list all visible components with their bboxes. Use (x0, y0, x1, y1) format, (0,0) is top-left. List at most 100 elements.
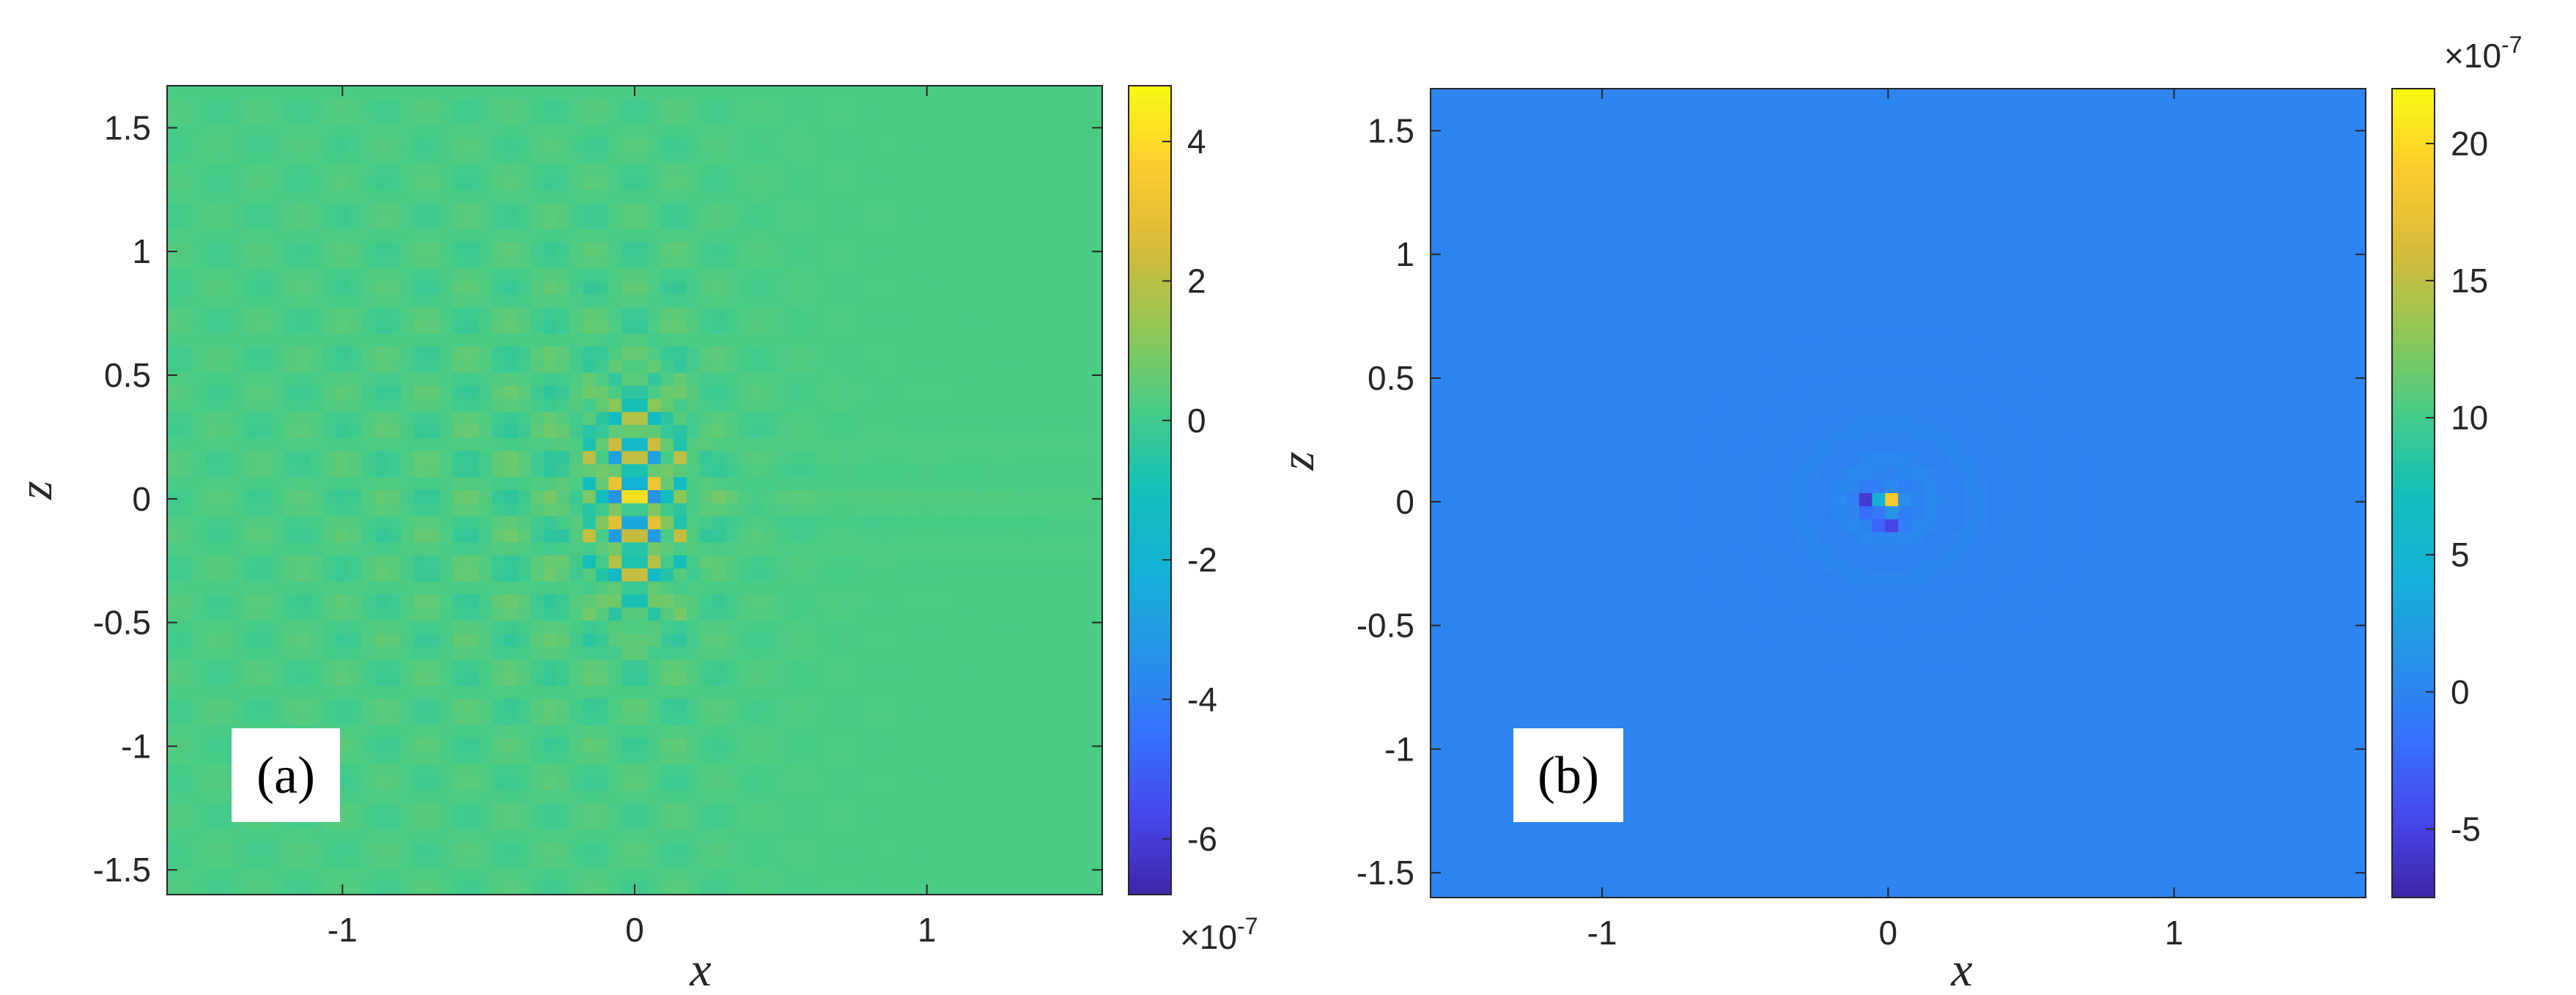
heatmap-cell (907, 399, 921, 413)
heatmap-cell (699, 98, 713, 113)
heatmap-cell (686, 725, 701, 739)
heatmap-cell (452, 437, 467, 452)
heatmap-cell (374, 803, 388, 817)
heatmap-cell (608, 490, 622, 504)
heatmap-cell (1024, 490, 1038, 504)
heatmap-cell (349, 581, 363, 596)
heatmap-cell (180, 98, 194, 113)
colorbar-exponent-power-a: -7 (1237, 913, 1258, 939)
heatmap-cell (374, 255, 388, 269)
colorbar-swatch (1129, 672, 1171, 680)
heatmap-cell (297, 163, 311, 178)
heatmap-cell (349, 203, 363, 217)
heatmap-cell (517, 803, 531, 817)
heatmap-cell (673, 424, 687, 439)
heatmap-cell (1050, 751, 1064, 765)
colorbar-swatch (1129, 887, 1171, 895)
heatmap-cell (933, 320, 947, 334)
colorbar-swatch (1129, 726, 1171, 733)
heatmap-cell (738, 763, 753, 778)
heatmap-cell (413, 803, 428, 817)
heatmap-cell (569, 138, 583, 152)
heatmap-cell (504, 855, 519, 869)
heatmap-cell (790, 86, 804, 100)
heatmap-cell (218, 98, 233, 113)
heatmap-cell (336, 711, 350, 726)
heatmap-cell (504, 659, 519, 673)
heatmap-cell (1495, 127, 1509, 141)
heatmap-cell (206, 763, 220, 778)
heatmap-cell (556, 437, 570, 452)
heatmap-cell (647, 281, 662, 295)
heatmap-cell (517, 711, 531, 726)
heatmap-cell (206, 711, 220, 726)
heatmap-cell (504, 111, 519, 126)
heatmap-cell (1443, 297, 1458, 311)
heatmap-cell (297, 86, 311, 100)
heatmap-cell (531, 777, 545, 791)
heatmap-cell (972, 673, 986, 687)
heatmap-cell (1037, 777, 1051, 791)
heatmap-cell (608, 777, 622, 791)
heatmap-cell (855, 451, 869, 465)
heatmap-cell (621, 633, 635, 648)
heatmap-cell (1495, 154, 1509, 168)
heatmap-cell (1443, 636, 1458, 651)
heatmap-cell (660, 686, 674, 700)
heatmap-cell (361, 633, 376, 648)
heatmap-cell (1482, 741, 1496, 755)
heatmap-cell (413, 633, 428, 648)
heatmap-cell (1024, 163, 1038, 178)
heatmap-cell (635, 594, 649, 608)
heatmap-cell (232, 829, 246, 843)
heatmap-cell (764, 803, 778, 817)
heatmap-cell (595, 86, 610, 100)
heatmap-cell (777, 868, 791, 882)
heatmap-cell (1076, 98, 1090, 113)
heatmap-cell (647, 125, 662, 138)
heatmap-cell (738, 294, 753, 308)
heatmap-cell (517, 725, 531, 739)
heatmap-cell (193, 464, 207, 478)
heatmap-cell (556, 503, 570, 517)
heatmap-cell (531, 790, 545, 804)
heatmap-cell (881, 477, 896, 491)
heatmap-cell (803, 307, 817, 322)
heatmap-cell (374, 725, 388, 739)
heatmap-cell (1076, 307, 1090, 322)
heatmap-cell (479, 320, 492, 334)
heatmap-cell (635, 229, 649, 243)
heatmap-cell (401, 725, 415, 739)
heatmap-cell (284, 542, 298, 556)
heatmap-cell (972, 464, 986, 478)
heatmap-cell (985, 86, 999, 100)
heatmap-cell (764, 294, 778, 308)
heatmap-cell (440, 399, 454, 413)
heatmap-cell (881, 763, 896, 778)
heatmap-cell (985, 255, 999, 269)
heatmap-cell (336, 633, 350, 648)
heatmap-cell (621, 516, 635, 530)
heatmap-cell (361, 790, 376, 804)
heatmap-cell (232, 86, 246, 100)
heatmap-cell (270, 842, 285, 857)
heatmap-cell (764, 151, 778, 165)
heatmap-cell (777, 686, 791, 700)
heatmap-cell (297, 268, 311, 282)
heatmap-cell (543, 111, 558, 126)
heatmap-cell (517, 138, 531, 152)
heatmap-cell (180, 711, 194, 726)
heatmap-cell (232, 268, 246, 282)
heatmap-cell (401, 816, 415, 830)
heatmap-cell (972, 516, 986, 530)
heatmap-cell (180, 542, 194, 556)
heatmap-cell (388, 568, 402, 582)
heatmap-cell (1037, 659, 1051, 673)
heatmap-cell (218, 842, 233, 857)
heatmap-cell (855, 555, 869, 569)
heatmap-cell (621, 464, 635, 478)
heatmap-cell (440, 111, 454, 126)
heatmap-cell (361, 111, 376, 126)
heatmap-cell (946, 555, 960, 569)
heatmap-cell (894, 542, 908, 556)
